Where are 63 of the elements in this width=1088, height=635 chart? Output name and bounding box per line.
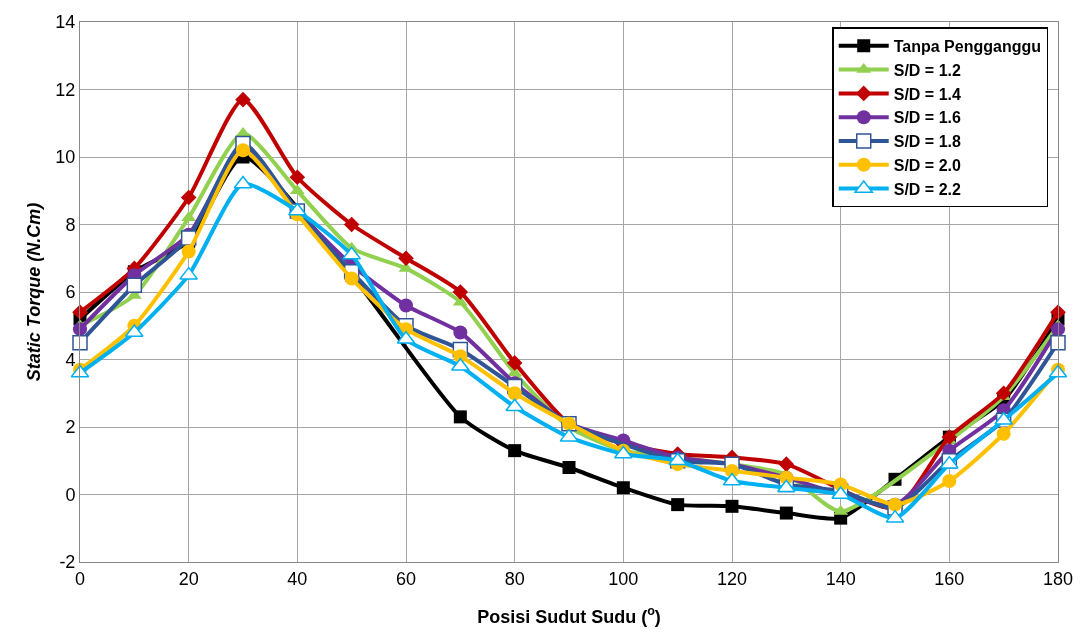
point [506,355,523,371]
point [398,250,414,267]
y-tick-label: 8 [65,214,76,235]
point [344,271,359,286]
point [126,277,143,293]
y-tick-label: -2 [59,552,76,573]
y-tick-label: 6 [65,282,76,303]
point [236,143,250,158]
point [562,461,576,474]
point [179,266,199,280]
x-tick-label: 180 [1042,568,1074,589]
point [399,298,413,313]
x-tick-label: 140 [825,568,856,589]
point [559,428,579,442]
point [942,474,957,488]
point [671,498,685,512]
x-tick-label: 160 [934,568,965,589]
point [452,284,469,300]
point [289,169,306,186]
x-axis-title: Posisi Sudut Sudu ($^{o}$) [477,604,661,627]
point [508,444,522,458]
y-tick-label: 4 [65,349,76,370]
x-tick-label: 80 [504,568,525,589]
legend-label: S/D = 2.0 [893,157,961,175]
point [233,175,253,189]
legend-label: Tanpa Pengganggu [893,38,1041,56]
y-tick-label: 0 [65,484,76,505]
point [453,325,468,340]
legend-label: S/D = 2.2 [893,180,961,198]
y-tick-label: 12 [55,79,76,100]
point [725,499,739,513]
y-axis-title: Static Torque (N.Cm) [23,202,44,382]
point [779,506,793,520]
point [453,410,467,424]
x-tick-label: 120 [716,568,748,589]
y-tick-label: 14 [55,12,76,33]
point [616,481,630,495]
point [342,246,362,260]
x-tick-label: 20 [178,568,199,589]
point [180,189,197,206]
legend-label: S/D = 1.2 [893,61,961,79]
point [778,456,795,472]
point [1050,304,1066,321]
point [72,334,88,351]
point [343,216,360,233]
point [181,244,196,259]
point [507,386,522,401]
point [1050,334,1066,351]
legend-label: S/D = 1.6 [893,109,961,127]
y-tick-label: 10 [55,147,76,168]
x-tick-label: 60 [395,568,417,589]
point [885,509,905,523]
x-tick-label: 40 [287,568,308,589]
legend-label: S/D = 1.8 [893,133,961,151]
point [72,304,88,321]
point [235,91,251,108]
y-tick-label: 2 [65,417,76,438]
point [996,426,1011,441]
x-tick-label: 100 [608,568,639,589]
point [995,385,1012,402]
point [722,472,742,486]
legend-label: S/D = 1.4 [893,85,961,103]
point [505,398,525,412]
